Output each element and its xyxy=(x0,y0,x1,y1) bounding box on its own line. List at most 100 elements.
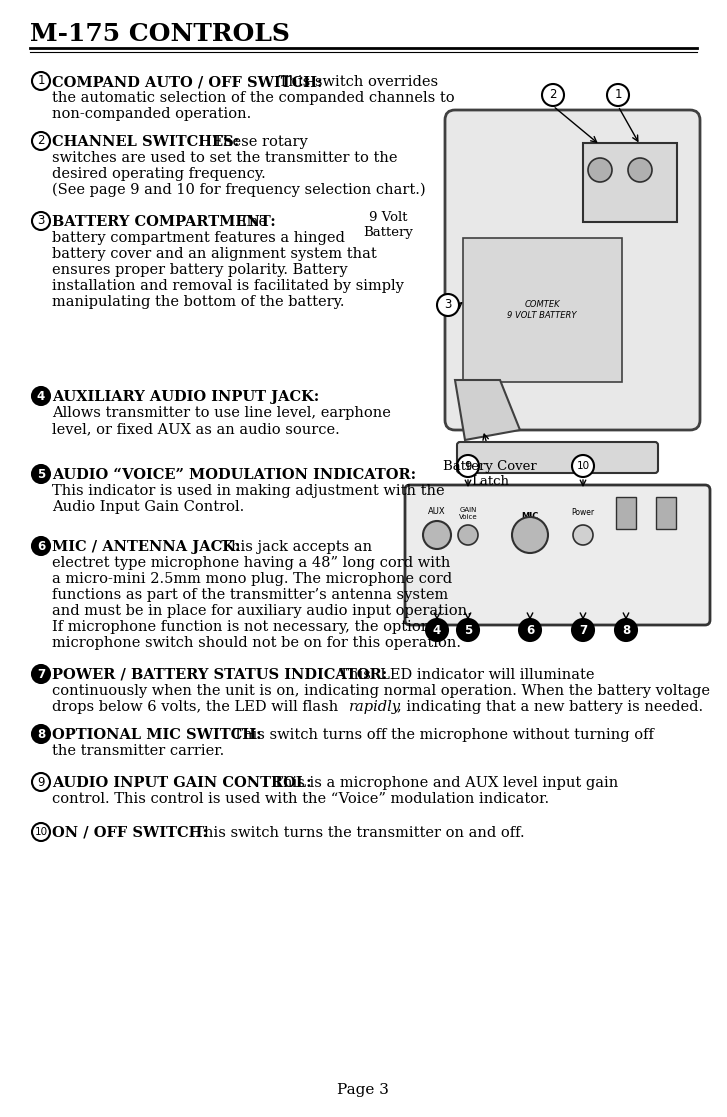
Text: level, or fixed AUX as an audio source.: level, or fixed AUX as an audio source. xyxy=(52,422,340,436)
Text: 6: 6 xyxy=(526,623,534,637)
Text: 5: 5 xyxy=(37,468,45,480)
Text: 7: 7 xyxy=(579,623,587,637)
Text: 6: 6 xyxy=(37,540,45,553)
Text: This switch turns off the microphone without turning off: This switch turns off the microphone wit… xyxy=(224,728,654,742)
Text: COMPAND AUTO / OFF SWITCH:: COMPAND AUTO / OFF SWITCH: xyxy=(52,75,323,89)
Circle shape xyxy=(32,465,50,483)
Circle shape xyxy=(572,455,594,477)
Circle shape xyxy=(32,386,50,405)
Text: battery compartment features a hinged: battery compartment features a hinged xyxy=(52,231,345,245)
Text: OPTIONAL MIC SWITCH:: OPTIONAL MIC SWITCH: xyxy=(52,728,262,742)
Circle shape xyxy=(615,619,637,641)
Text: switches are used to set the transmitter to the: switches are used to set the transmitter… xyxy=(52,151,398,165)
Text: MIC: MIC xyxy=(521,512,539,521)
Text: installation and removal is facilitated by simply: installation and removal is facilitated … xyxy=(52,279,404,293)
Circle shape xyxy=(32,665,50,682)
Text: the automatic selection of the companded channels to: the automatic selection of the companded… xyxy=(52,90,454,105)
Text: 5: 5 xyxy=(464,623,472,637)
Text: COMTEK
9 VOLT BATTERY: COMTEK 9 VOLT BATTERY xyxy=(507,300,577,319)
Text: 2: 2 xyxy=(550,88,557,102)
Circle shape xyxy=(32,132,50,150)
Text: Page 3: Page 3 xyxy=(337,1083,389,1097)
FancyBboxPatch shape xyxy=(457,442,658,472)
Text: 8: 8 xyxy=(622,623,630,637)
Circle shape xyxy=(32,823,50,841)
Circle shape xyxy=(32,725,50,743)
Text: 8: 8 xyxy=(37,727,45,741)
Text: This indicator is used in making adjustment with the: This indicator is used in making adjustm… xyxy=(52,484,445,498)
Text: ANT: ANT xyxy=(522,521,538,529)
Text: , indicating that a new battery is needed.: , indicating that a new battery is neede… xyxy=(397,700,703,714)
Circle shape xyxy=(32,537,50,555)
Text: POWER / BATTERY STATUS INDICATOR:: POWER / BATTERY STATUS INDICATOR: xyxy=(52,668,387,682)
Circle shape xyxy=(32,71,50,90)
Text: AUXILIARY AUDIO INPUT JACK:: AUXILIARY AUDIO INPUT JACK: xyxy=(52,390,319,404)
Text: 3: 3 xyxy=(37,214,44,228)
Text: AUX: AUX xyxy=(428,507,446,516)
Circle shape xyxy=(512,517,548,553)
FancyBboxPatch shape xyxy=(405,485,710,626)
FancyBboxPatch shape xyxy=(616,497,636,529)
Text: Mic
ON: Mic ON xyxy=(660,508,672,521)
Text: 9: 9 xyxy=(37,775,45,789)
Text: Audio Input Gain Control.: Audio Input Gain Control. xyxy=(52,500,244,514)
Text: Power: Power xyxy=(571,508,595,517)
Text: 9: 9 xyxy=(465,459,472,472)
Text: 1: 1 xyxy=(614,88,622,102)
FancyBboxPatch shape xyxy=(445,109,700,430)
Circle shape xyxy=(628,157,652,182)
Text: 9 Volt
Battery: 9 Volt Battery xyxy=(363,211,413,239)
Text: Battery Cover
Latch: Battery Cover Latch xyxy=(443,460,537,488)
Text: AUDIO “VOICE” MODULATION INDICATOR:: AUDIO “VOICE” MODULATION INDICATOR: xyxy=(52,468,416,483)
Circle shape xyxy=(32,212,50,230)
Circle shape xyxy=(457,455,479,477)
Text: a micro-mini 2.5mm mono plug. The microphone cord: a micro-mini 2.5mm mono plug. The microp… xyxy=(52,572,452,586)
Text: 2: 2 xyxy=(37,134,45,147)
Text: electret type microphone having a 48” long cord with: electret type microphone having a 48” lo… xyxy=(52,556,450,570)
FancyBboxPatch shape xyxy=(463,238,622,382)
Circle shape xyxy=(437,294,459,316)
Text: manipulating the bottom of the battery.: manipulating the bottom of the battery. xyxy=(52,295,345,309)
Text: 7: 7 xyxy=(37,668,45,680)
Circle shape xyxy=(542,84,564,106)
Circle shape xyxy=(607,84,629,106)
Circle shape xyxy=(426,619,448,641)
Text: This  LED indicator will illuminate: This LED indicator will illuminate xyxy=(330,668,595,682)
Circle shape xyxy=(573,525,593,545)
Text: battery cover and an alignment system that: battery cover and an alignment system th… xyxy=(52,247,377,261)
Text: desired operating frequency.: desired operating frequency. xyxy=(52,168,266,181)
Text: BATTERY COMPARTMENT:: BATTERY COMPARTMENT: xyxy=(52,214,276,229)
Circle shape xyxy=(423,521,451,548)
Text: This switch turns the transmitter on and off.: This switch turns the transmitter on and… xyxy=(185,825,525,840)
Circle shape xyxy=(458,525,478,545)
Text: M-175 CONTROLS: M-175 CONTROLS xyxy=(30,22,290,46)
Text: continuously when the unit is on, indicating normal operation. When the battery : continuously when the unit is on, indica… xyxy=(52,684,710,698)
Text: 10: 10 xyxy=(34,827,47,837)
Text: and must be in place for auxiliary audio input operation.: and must be in place for auxiliary audio… xyxy=(52,604,472,618)
Text: the transmitter carrier.: the transmitter carrier. xyxy=(52,744,224,758)
Text: 4: 4 xyxy=(37,390,45,402)
Circle shape xyxy=(457,619,479,641)
FancyBboxPatch shape xyxy=(583,143,677,222)
FancyBboxPatch shape xyxy=(656,497,676,529)
Text: This is a microphone and AUX level input gain: This is a microphone and AUX level input… xyxy=(264,776,618,790)
Text: drops below 6 volts, the LED will flash: drops below 6 volts, the LED will flash xyxy=(52,700,343,714)
Text: control. This control is used with the “Voice” modulation indicator.: control. This control is used with the “… xyxy=(52,792,549,806)
Text: 3: 3 xyxy=(444,298,451,312)
Text: 4: 4 xyxy=(433,623,441,637)
Text: microphone switch should not be on for this operation.: microphone switch should not be on for t… xyxy=(52,636,461,650)
Text: non-companded operation.: non-companded operation. xyxy=(52,107,252,121)
Text: GAIN
Voice: GAIN Voice xyxy=(459,507,478,521)
Text: MIC / ANTENNA JACK:: MIC / ANTENNA JACK: xyxy=(52,540,241,554)
Text: This switch overrides: This switch overrides xyxy=(274,75,438,89)
Circle shape xyxy=(572,619,594,641)
Text: functions as part of the transmitter’s antenna system: functions as part of the transmitter’s a… xyxy=(52,588,449,602)
Text: The: The xyxy=(230,214,267,229)
Text: rapidly: rapidly xyxy=(349,700,401,714)
Text: If microphone function is not necessary, the optional: If microphone function is not necessary,… xyxy=(52,620,443,634)
Circle shape xyxy=(519,619,541,641)
Text: 1: 1 xyxy=(37,75,45,87)
Text: AUDIO INPUT GAIN CONTROL:: AUDIO INPUT GAIN CONTROL: xyxy=(52,776,312,790)
Text: CHANNEL SWITCHES:: CHANNEL SWITCHES: xyxy=(52,135,239,149)
Text: ON: ON xyxy=(620,508,632,517)
